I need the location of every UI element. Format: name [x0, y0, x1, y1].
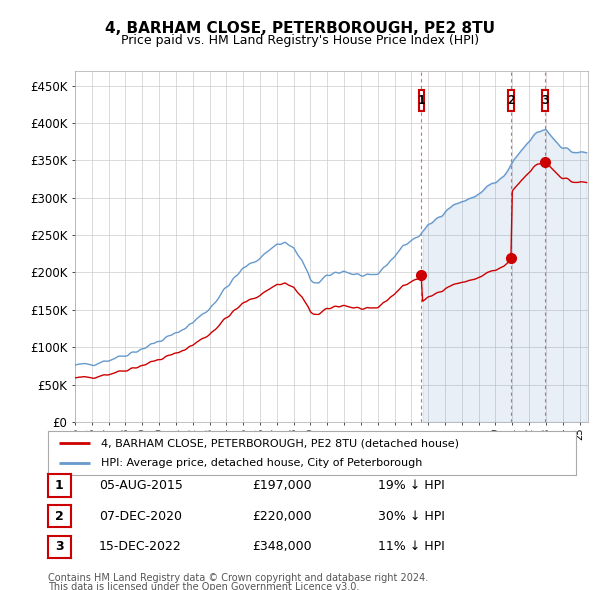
Text: £197,000: £197,000 — [252, 479, 311, 492]
Text: 3: 3 — [55, 540, 64, 553]
Text: 4, BARHAM CLOSE, PETERBOROUGH, PE2 8TU (detached house): 4, BARHAM CLOSE, PETERBOROUGH, PE2 8TU (… — [101, 438, 459, 448]
Bar — [508, 90, 514, 111]
Text: Price paid vs. HM Land Registry's House Price Index (HPI): Price paid vs. HM Land Registry's House … — [121, 34, 479, 47]
Text: HPI: Average price, detached house, City of Peterborough: HPI: Average price, detached house, City… — [101, 458, 422, 467]
Bar — [542, 90, 548, 111]
Text: 1: 1 — [418, 94, 425, 107]
Text: 2: 2 — [507, 94, 515, 107]
Text: £220,000: £220,000 — [252, 510, 311, 523]
Text: £348,000: £348,000 — [252, 540, 311, 553]
Text: 05-AUG-2015: 05-AUG-2015 — [99, 479, 183, 492]
Text: 07-DEC-2020: 07-DEC-2020 — [99, 510, 182, 523]
Text: Contains HM Land Registry data © Crown copyright and database right 2024.: Contains HM Land Registry data © Crown c… — [48, 573, 428, 584]
Text: 2: 2 — [55, 510, 64, 523]
Text: 15-DEC-2022: 15-DEC-2022 — [99, 540, 182, 553]
Text: 19% ↓ HPI: 19% ↓ HPI — [378, 479, 445, 492]
Text: This data is licensed under the Open Government Licence v3.0.: This data is licensed under the Open Gov… — [48, 582, 359, 590]
Text: 30% ↓ HPI: 30% ↓ HPI — [378, 510, 445, 523]
Text: 3: 3 — [542, 94, 549, 107]
Text: 1: 1 — [55, 479, 64, 492]
Text: 4, BARHAM CLOSE, PETERBOROUGH, PE2 8TU: 4, BARHAM CLOSE, PETERBOROUGH, PE2 8TU — [105, 21, 495, 35]
Text: 11% ↓ HPI: 11% ↓ HPI — [378, 540, 445, 553]
Bar — [419, 90, 424, 111]
